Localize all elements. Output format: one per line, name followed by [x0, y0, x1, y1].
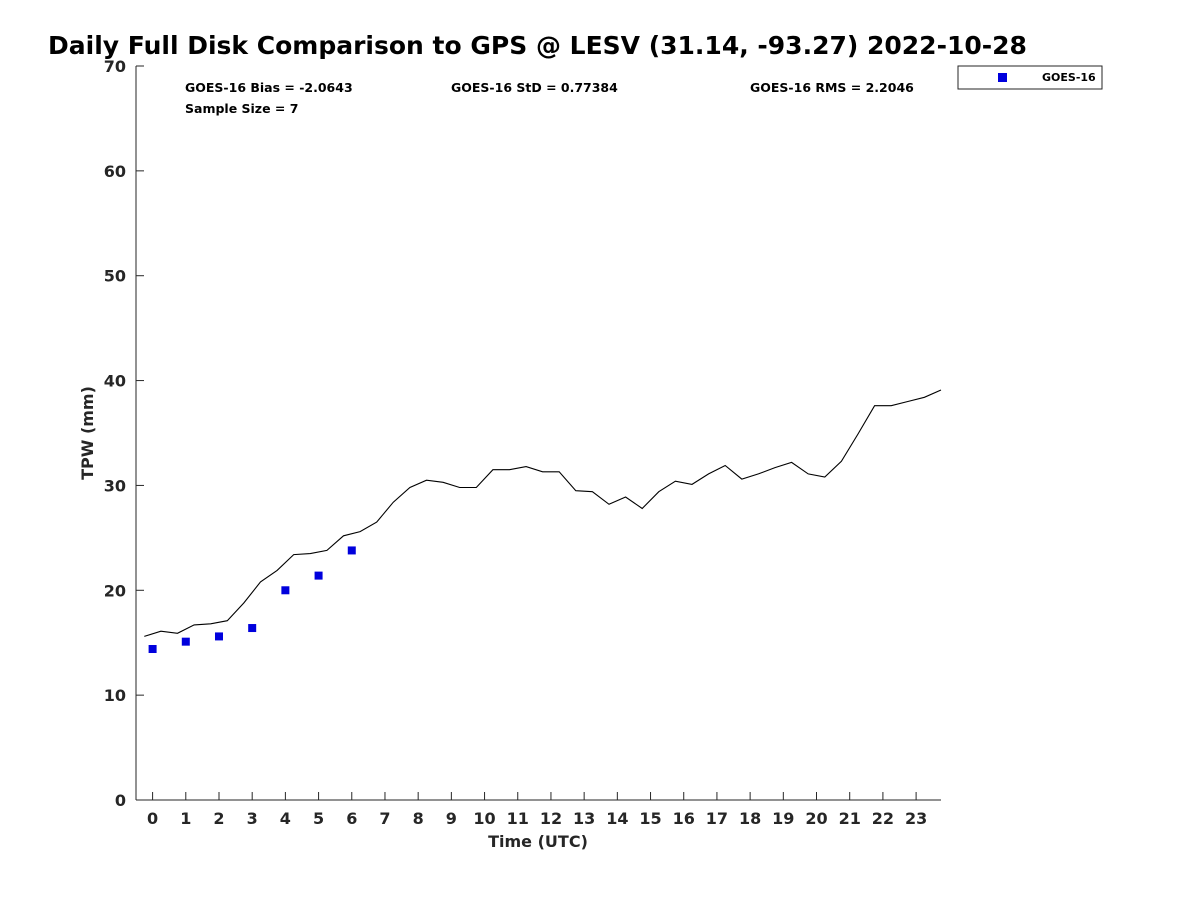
legend: GOES-16: [957, 65, 1103, 90]
plot-frame: [135, 66, 941, 801]
x-tick-label: 5: [313, 809, 324, 828]
x-tick-label: 6: [346, 809, 357, 828]
x-tick-label: 15: [639, 809, 661, 828]
std-stat: GOES-16 StD = 0.77384: [451, 80, 618, 95]
x-tick-label: 20: [805, 809, 827, 828]
legend-label-goes16: GOES-16: [1042, 71, 1096, 84]
x-tick-label: 0: [147, 809, 158, 828]
x-tick-label: 2: [213, 809, 224, 828]
x-tick-label: 19: [772, 809, 794, 828]
x-tick-label: 8: [413, 809, 424, 828]
legend-box: [957, 65, 1103, 90]
y-tick-label: 60: [104, 162, 126, 181]
x-tick-label: 18: [739, 809, 761, 828]
goes16-point: [347, 546, 356, 555]
y-axis-label: TPW (mm): [78, 386, 97, 480]
x-tick-label: 7: [379, 809, 390, 828]
rms-stat: GOES-16 RMS = 2.2046: [750, 80, 914, 95]
goes16-point: [248, 624, 257, 633]
x-tick-label: 3: [247, 809, 258, 828]
goes16-point: [181, 637, 190, 646]
x-tick-label: 11: [507, 809, 529, 828]
y-tick-label: 10: [104, 686, 126, 705]
x-tick-label: 12: [540, 809, 562, 828]
x-tick-label: 9: [446, 809, 457, 828]
y-tick-label: 40: [104, 372, 126, 391]
chart-title: Daily Full Disk Comparison to GPS @ LESV…: [48, 31, 1027, 60]
x-ticks: 0 1 2 3 4 5 6 7 8 9 10 11 12 13 14 15 16 17 18 19 20 21 22 23: [147, 792, 927, 828]
x-tick-label: 4: [280, 809, 291, 828]
sample-size-stat: Sample Size = 7: [185, 101, 298, 116]
goes16-point: [281, 586, 290, 595]
x-tick-label: 21: [839, 809, 861, 828]
x-tick-label: 13: [573, 809, 595, 828]
x-tick-label: 1: [180, 809, 191, 828]
x-tick-label: 10: [473, 809, 495, 828]
x-axis-label: Time (UTC): [488, 832, 588, 851]
bias-stat: GOES-16 Bias = -2.0643: [185, 80, 353, 95]
goes16-point: [214, 632, 223, 641]
goes16-point: [148, 645, 157, 654]
x-tick-label: 16: [673, 809, 695, 828]
x-tick-label: 23: [905, 809, 927, 828]
y-tick-label: 50: [104, 267, 126, 286]
gps-tpw-line: [144, 389, 942, 637]
y-tick-label: 20: [104, 581, 126, 600]
y-tick-label: 30: [104, 476, 126, 495]
y-ticks: 0 10 20 30 40 50 60 70: [104, 57, 144, 810]
legend-marker-goes16: [998, 73, 1007, 82]
x-tick-label: 22: [872, 809, 894, 828]
x-tick-label: 14: [606, 809, 628, 828]
y-tick-label: 70: [104, 57, 126, 76]
goes16-point: [314, 571, 323, 580]
y-tick-label: 0: [115, 791, 126, 810]
x-tick-label: 17: [706, 809, 728, 828]
series-layer: [144, 389, 942, 654]
